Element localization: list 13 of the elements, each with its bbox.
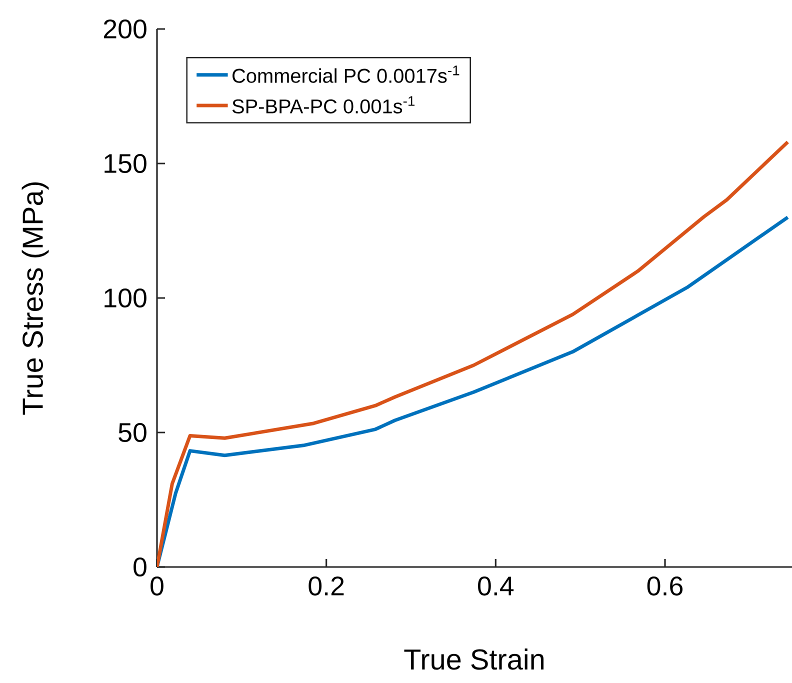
x-tick-label: 0.6 <box>647 576 683 596</box>
y-tick-label: 0 <box>134 557 146 577</box>
y-tick-label: 200 <box>104 19 146 39</box>
legend-label: SP-BPA-PC 0.001s$^{-1}$ <box>232 96 415 114</box>
x-tick-label: 0.2 <box>308 576 344 596</box>
y-axis-title: True Stress (MPa) <box>22 182 49 415</box>
x-tick-label: 0 <box>150 576 164 596</box>
y-tick-label: 50 <box>118 422 146 442</box>
y-tick-label: 150 <box>104 154 146 174</box>
x-tick-label: 0.4 <box>478 576 514 596</box>
legend-label: Commercial PC 0.0017s$^{-1}$ <box>232 66 460 83</box>
y-tick-label: 100 <box>104 288 146 308</box>
x-axis-title: True Strain <box>404 648 544 670</box>
